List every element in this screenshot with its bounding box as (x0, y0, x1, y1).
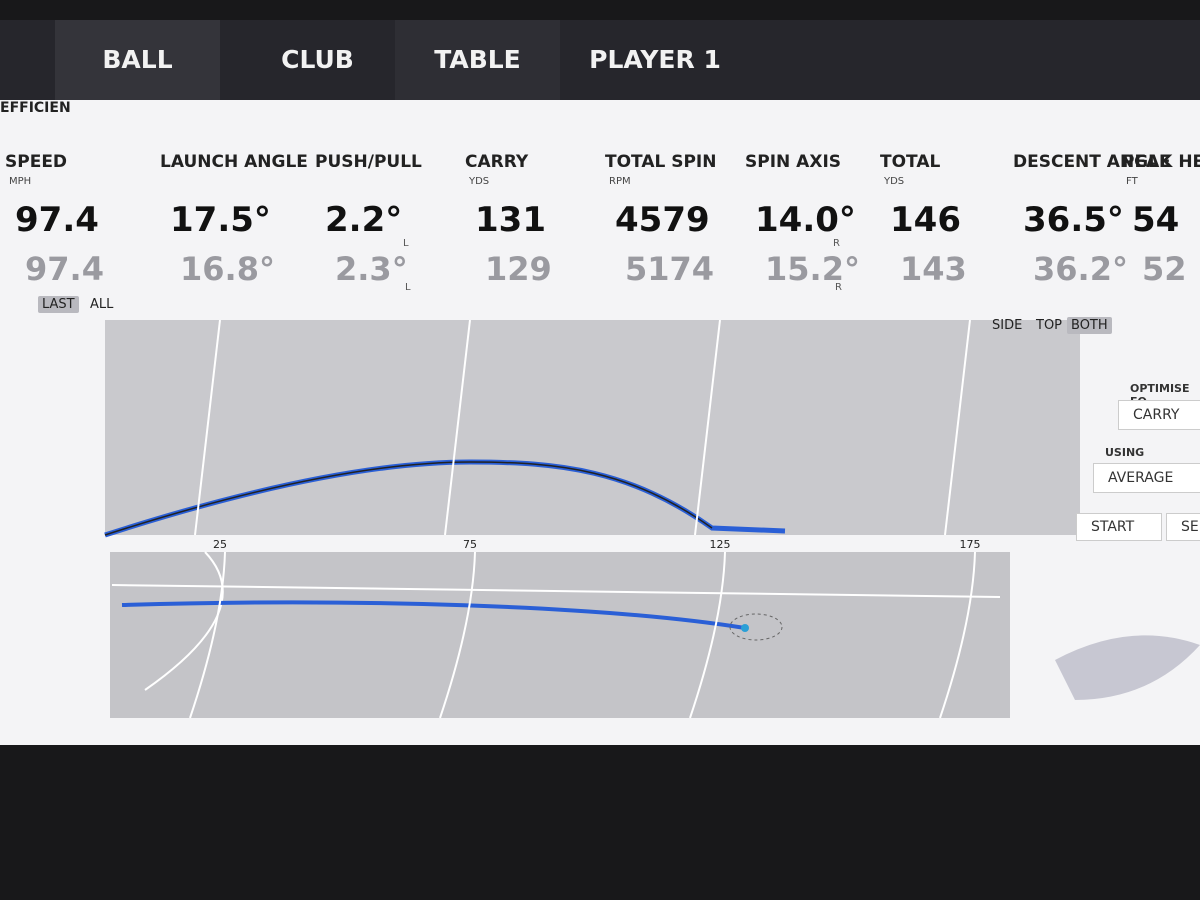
metric-compare-side: L (405, 282, 411, 293)
metric-unit: RPM (609, 176, 631, 187)
panel-title: EFFICIEN (0, 100, 71, 116)
metric-value: 14.0° (755, 200, 856, 240)
metric-label: PUSH/PULL (315, 152, 422, 172)
metric-label: TOTAL (880, 152, 941, 172)
metric-label: LAUNCH ANGLE (160, 152, 308, 172)
distance-tick-label: 75 (463, 538, 477, 551)
tab[interactable]: BALL (55, 20, 220, 100)
metric-label: PEAK HE (1122, 152, 1200, 172)
metric-value: 54 (1132, 200, 1180, 240)
side-trajectory-shadow (104, 461, 713, 536)
trajectory-view: 25 75 125 175 (104, 319, 1200, 719)
distance-tick-label: 25 (213, 538, 227, 551)
metric-label: TOTAL SPIN (605, 152, 717, 172)
metric-value: 36.5° (1023, 200, 1124, 240)
view-toggle-option[interactable]: TOP (1036, 318, 1063, 333)
metric-label: SPIN AXIS (745, 152, 842, 172)
tab-bar: BALL CLUB TABLE PLAYER 1 (0, 20, 1200, 100)
metric-compare: 143 (900, 250, 967, 288)
metric-unit: YDS (469, 176, 490, 187)
distance-arc (189, 551, 226, 719)
content: 25 75 125 175 SPEED MPH 97.4 97.4 LAUNCH ANGLE 1… (0, 100, 1200, 745)
landing-point (741, 624, 749, 632)
optimise-select[interactable]: CARRY (1118, 400, 1200, 430)
metric-value: 146 (890, 200, 961, 240)
distance-arc (689, 551, 726, 719)
shot-toggle-option[interactable]: LAST (38, 296, 79, 313)
metric-compare: 16.8° (180, 250, 275, 288)
metric-side: R (833, 238, 840, 249)
metric-unit: MPH (9, 176, 32, 187)
metric-unit: YDS (884, 176, 905, 187)
distance-tick-label: 175 (960, 538, 981, 551)
metric-value: 17.5° (170, 200, 271, 240)
distance-grid-line (194, 319, 221, 536)
shot-toggle-option[interactable]: ALL (90, 297, 114, 312)
view-toggle-option[interactable]: SIDE (992, 318, 1023, 333)
using-select[interactable]: AVERAGE (1093, 463, 1200, 493)
side-view (105, 320, 1080, 535)
dispersion-ellipse (729, 613, 783, 641)
top-view (110, 552, 1010, 718)
using-label: USING (1105, 446, 1145, 459)
target-line (111, 584, 1001, 598)
metric-label: SPEED (5, 152, 68, 172)
tab[interactable]: CLUB (281, 45, 354, 74)
tab[interactable]: TABLE (395, 20, 560, 100)
panel-button[interactable]: START (1076, 513, 1162, 541)
metric-compare: 5174 (625, 250, 715, 288)
metric-value: 131 (475, 200, 546, 240)
distance-arc (939, 551, 976, 719)
metric-label: CARRY (465, 152, 529, 172)
metric-compare: 36.2° (1033, 250, 1128, 288)
tab[interactable]: PLAYER 1 (589, 45, 721, 74)
metric-value: 2.2° (325, 200, 403, 240)
metric-compare-side: R (835, 282, 842, 293)
distance-grid-line (444, 319, 471, 536)
metric-compare: 2.3° (335, 250, 408, 288)
distance-grid-line (694, 319, 721, 536)
distance-tick-label: 125 (710, 538, 731, 551)
metric-unit: FT (1126, 176, 1138, 187)
distance-grid-line (944, 319, 971, 536)
logo (1055, 635, 1200, 700)
metric-compare: 129 (485, 250, 552, 288)
metric-compare: 52 (1142, 250, 1187, 288)
view-toggle-option[interactable]: BOTH (1067, 317, 1112, 334)
metric-label: DESCENT ANGLE (1013, 152, 1171, 172)
metric-side: L (403, 238, 409, 249)
panel-button[interactable]: SE (1166, 513, 1200, 541)
metric-compare: 15.2° (765, 250, 860, 288)
metric-value: 97.4 (15, 200, 99, 240)
distance-arc (439, 551, 476, 719)
metric-compare: 97.4 (25, 250, 104, 288)
metric-value: 4579 (615, 200, 710, 240)
